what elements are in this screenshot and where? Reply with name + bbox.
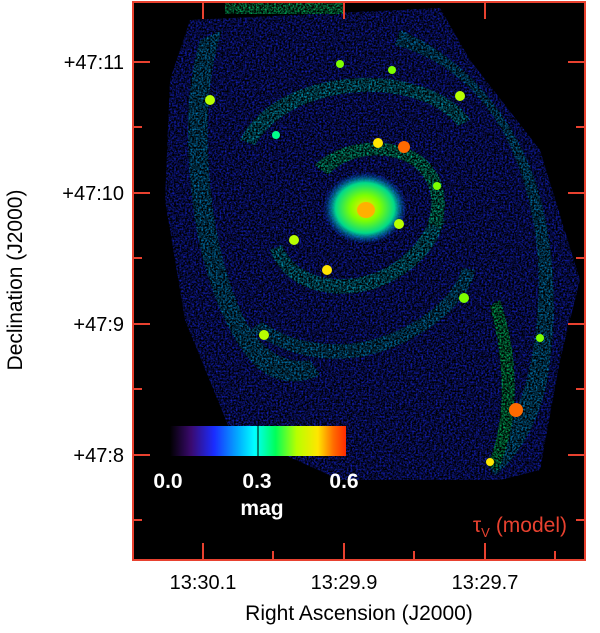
model-label: τV (model) [473,514,567,540]
plot-frame [132,1,586,561]
colorbar-tick-max: 0.6 [329,470,358,493]
y-tick-label-1: +47:11 [64,52,124,74]
outer-arm-east [395,30,554,475]
far-east-arm [488,300,515,470]
inner-arm-south [270,215,445,294]
model-label-text: (model) [496,514,567,537]
tau-symbol: τ [473,514,482,537]
tau-subscript: V [481,525,490,540]
y-tick-label-2: +47:10 [62,183,124,205]
x-tick-label-2: 13:29.9 [311,572,378,594]
colorbar-tick-min: 0.0 [153,470,182,493]
inner-arm-north [240,77,470,145]
core-peak [357,202,375,218]
y-axis-ticks [133,61,585,521]
x-tick-label-1: 13:30.1 [170,572,237,594]
y-tick-label-3: +47:9 [73,314,124,336]
x-tick-label-3: 13:29.7 [452,572,519,594]
x-axis-ticks [202,2,556,560]
y-axis-title: Declination (J2000) [4,190,27,371]
colorbar-tick-mid: 0.3 [242,470,271,493]
y-tick-label-4: +47:8 [73,445,124,467]
galaxy-image [165,2,580,480]
top-edge-band [225,2,345,14]
lower-arm [250,268,475,359]
outer-arm-west [188,30,320,382]
bright-knots [205,60,544,466]
ring-arm [315,142,445,228]
colorbar-unit: mag [240,497,283,520]
x-axis-title: Right Ascension (J2000) [245,602,473,625]
